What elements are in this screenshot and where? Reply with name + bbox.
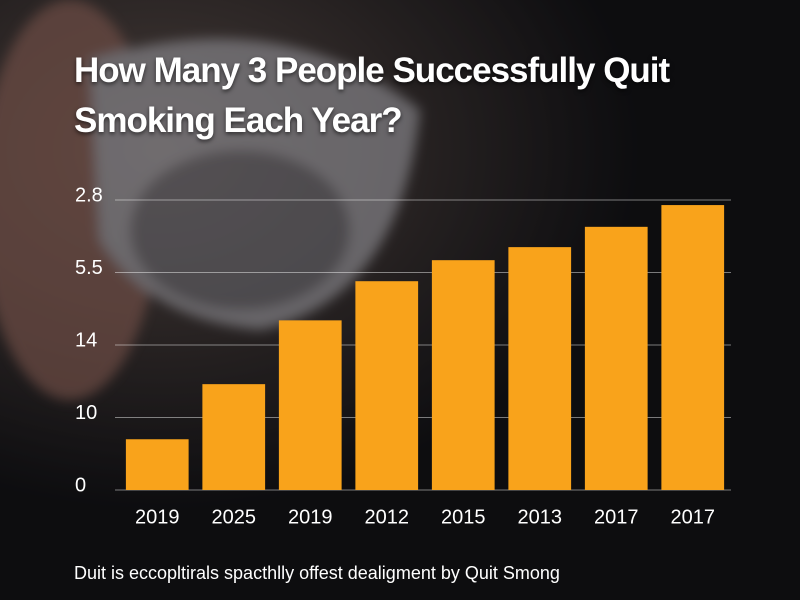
- bar: [431, 260, 495, 490]
- y-tick-label: 5.5: [75, 257, 103, 279]
- bar: [278, 320, 342, 490]
- y-tick-label: 2.8: [75, 184, 103, 206]
- x-tick-label: 2017: [671, 506, 716, 528]
- y-tick-label: 0: [75, 474, 86, 496]
- bar: [355, 281, 419, 490]
- x-tick-label: 2013: [518, 506, 563, 528]
- bar: [125, 439, 189, 490]
- y-tick-label: 10: [75, 402, 97, 424]
- y-tick-label: 14: [75, 329, 97, 351]
- x-tick-label: 2015: [441, 506, 486, 528]
- x-tick-label: 2019: [288, 506, 333, 528]
- bar: [508, 247, 572, 490]
- footnote: Duit is eccopltirals spacthlly offest de…: [74, 563, 560, 583]
- bar: [584, 226, 648, 490]
- x-tick-label: 2017: [594, 506, 639, 528]
- bar: [661, 205, 725, 490]
- x-tick-label: 2019: [135, 506, 180, 528]
- x-tick-label: 2025: [212, 506, 257, 528]
- x-tick-label: 2012: [365, 506, 410, 528]
- bar: [202, 384, 266, 490]
- chart-title: How Many 3 People Successfully Quit Smok…: [74, 51, 670, 140]
